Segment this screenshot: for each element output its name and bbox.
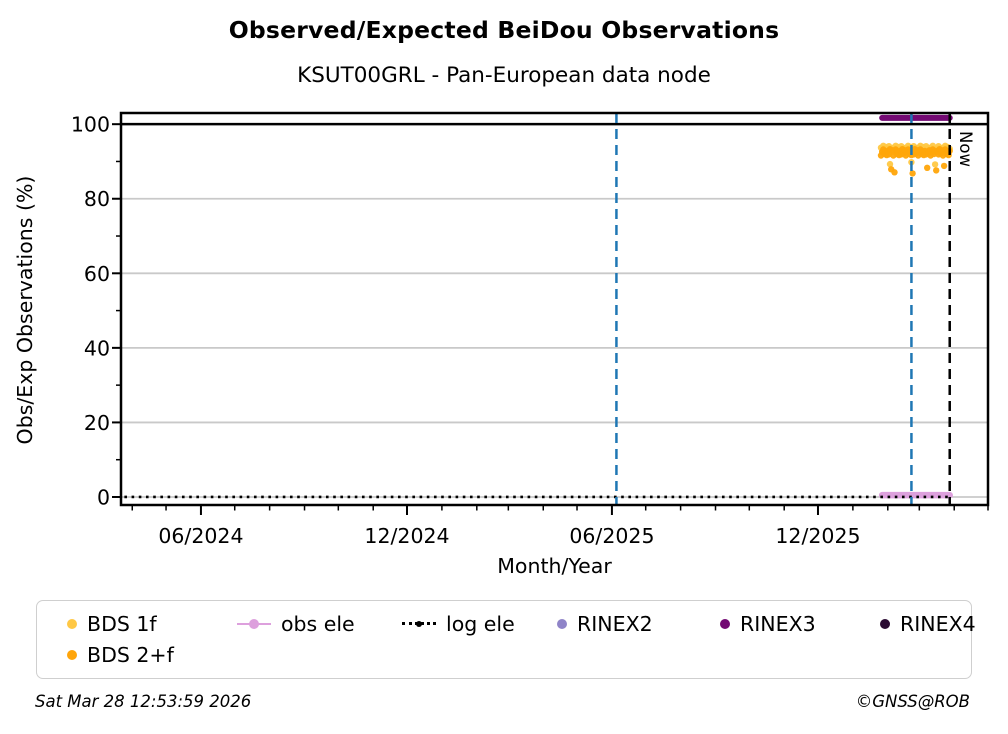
- x-ticks: [131, 505, 989, 515]
- x-tick-label: 12/2024: [364, 524, 449, 548]
- frame: [119, 111, 990, 507]
- legend-item-rinex3: RINEX3: [720, 612, 880, 636]
- legend-item-log-ele: log ele: [402, 612, 557, 636]
- legend-item-rinex2: RINEX2: [557, 612, 720, 636]
- y-tick-label: 80: [84, 187, 110, 211]
- legend-item-bds-2-f: BDS 2+f: [67, 643, 237, 667]
- x-axis-label: Month/Year: [497, 554, 612, 578]
- chart-title: Observed/Expected BeiDou Observations: [228, 16, 780, 44]
- y-axis-label: Obs/Exp Observations (%): [13, 175, 37, 445]
- legend-item-obs-ele: obs ele: [237, 612, 402, 636]
- y-ticks: [112, 123, 121, 498]
- chart-subtitle: KSUT00GRL - Pan-European data node: [297, 63, 711, 88]
- legend-label: RINEX2: [577, 612, 653, 636]
- legend-marker-bds-1f-icon: [67, 619, 77, 629]
- plot-area: Now 06/2024 12/2024 06/2025 12/2025 0 20 40 60 80…: [71, 111, 990, 548]
- legend-marker-bds-2-f-icon: [67, 650, 77, 660]
- plot-frame: [119, 111, 990, 507]
- x-tick-label: 12/2025: [775, 524, 860, 548]
- series-bds-2-f: [877, 146, 953, 177]
- legend-marker-rinex3-icon: [720, 619, 730, 629]
- legend-marker-rinex4-icon: [880, 619, 890, 629]
- legend-marker-log-ele-icon: [402, 618, 436, 630]
- y-tick-label: 40: [84, 336, 110, 360]
- legend-label: RINEX3: [740, 612, 816, 636]
- legend-item-bds-1f: BDS 1f: [67, 612, 237, 636]
- legend-label: log ele: [446, 612, 515, 636]
- legend-label: RINEX4: [900, 612, 976, 636]
- vlines: Now: [615, 113, 975, 505]
- timestamp: Sat Mar 28 12:53:59 2026: [35, 692, 252, 711]
- now-label: Now: [956, 131, 975, 167]
- legend-label: obs ele: [281, 612, 355, 636]
- y-tick-label: 20: [84, 411, 110, 435]
- x-tick-label: 06/2024: [158, 524, 243, 548]
- y-tick-labels: 0 20 40 60 80 100: [71, 113, 110, 510]
- y-tick-label: 100: [71, 113, 110, 137]
- legend-label: BDS 2+f: [87, 643, 174, 667]
- legend-label: BDS 1f: [87, 612, 157, 636]
- y-gridlines: [121, 123, 988, 498]
- legend-item-rinex4: RINEX4: [880, 612, 976, 636]
- legend-marker-obs-ele-icon: [237, 618, 271, 630]
- y-tick-label: 0: [97, 485, 110, 509]
- x-tick-labels: 06/2024 12/2024 06/2025 12/2025: [158, 524, 860, 548]
- data-lines: [124, 114, 953, 499]
- legend-marker-rinex2-icon: [557, 619, 567, 629]
- legend: BDS 1f obs ele log ele RINEX2 RINEX3 RINEX4 BD…: [36, 600, 976, 679]
- y-tick-label: 60: [84, 262, 110, 286]
- x-tick-label: 06/2025: [569, 524, 654, 548]
- copyright: ©GNSS@ROB: [855, 692, 970, 711]
